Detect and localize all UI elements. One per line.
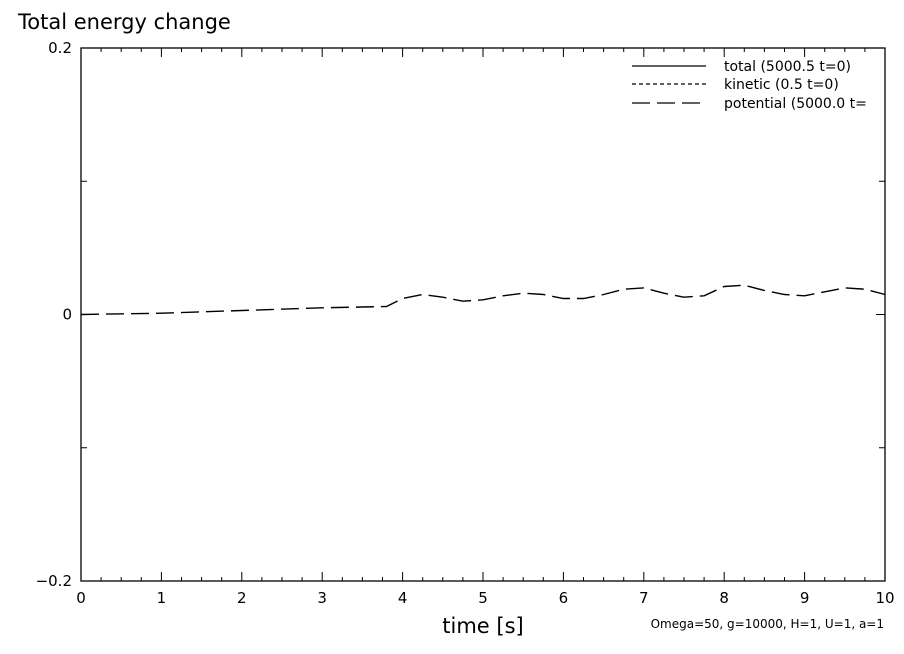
x-tick-label: 5 <box>478 589 488 607</box>
parameter-annotation: Omega=50, g=10000, H=1, U=1, a=1 <box>651 617 884 631</box>
y-tick-label: 0.2 <box>48 39 72 57</box>
x-tick-label: 3 <box>317 589 327 607</box>
series-line-long-dash <box>80 284 886 316</box>
series-lines <box>80 284 886 316</box>
y-tick-label: 0 <box>62 306 72 324</box>
y-tick-label: −0.2 <box>36 572 72 590</box>
legend-label-potential: potential (5000.0 t= <box>724 96 867 112</box>
x-tick-label: 7 <box>639 589 649 607</box>
chart-title: Total energy change <box>17 10 231 34</box>
axis-ticks <box>80 47 886 582</box>
x-tick-label: 4 <box>398 589 408 607</box>
x-tick-label: 2 <box>237 589 247 607</box>
legend: total (5000.5 t=0) kinetic (0.5 t=0) pot… <box>632 59 867 112</box>
plot-frame <box>80 47 886 582</box>
x-tick-label: 0 <box>76 589 86 607</box>
x-tick-label: 6 <box>559 589 569 607</box>
axis-tick-labels: 0 1 2 3 4 5 6 7 8 9 10−0.200.2 <box>36 39 895 607</box>
x-axis-label: time [s] <box>442 614 523 638</box>
legend-label-total: total (5000.5 t=0) <box>724 59 851 75</box>
x-tick-label: 1 <box>157 589 167 607</box>
x-tick-label: 10 <box>875 589 894 607</box>
x-tick-label: 9 <box>800 589 810 607</box>
legend-label-kinetic: kinetic (0.5 t=0) <box>724 77 839 93</box>
x-tick-label: 8 <box>719 589 729 607</box>
